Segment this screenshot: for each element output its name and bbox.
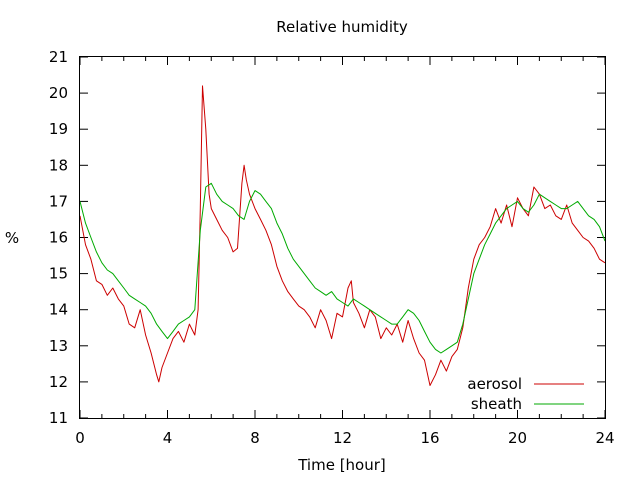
series-line-aerosol [79, 85, 606, 386]
series-layer [79, 85, 606, 386]
x-tick-label: 4 [163, 429, 173, 447]
y-tick-label: 13 [49, 337, 68, 355]
y-axis-label: % [5, 229, 19, 247]
x-tick-label: 0 [75, 429, 85, 447]
y-tick-label: 12 [49, 373, 68, 391]
y-tick-label: 17 [49, 192, 68, 210]
legend-label-aerosol: aerosol [467, 375, 522, 393]
x-tick-label: 24 [595, 429, 614, 447]
y-tick-label: 11 [49, 409, 68, 427]
tick-layer: 0 4 8 12 16 20 24 11 12 13 14 15 16 17 18 19 20 21 [49, 48, 615, 447]
chart-title: Relative humidity [276, 18, 408, 36]
legend-label-sheath: sheath [471, 395, 522, 413]
y-tick-label: 14 [49, 301, 68, 319]
y-tick-label: 19 [49, 120, 68, 138]
y-tick-label: 15 [49, 265, 68, 283]
y-tick-label: 18 [49, 156, 68, 174]
y-tick-label: 16 [49, 229, 68, 247]
x-tick-label: 8 [250, 429, 260, 447]
plot-frame [79, 56, 606, 419]
x-axis-label: Time [hour] [297, 456, 386, 474]
y-tick-label: 20 [49, 84, 68, 102]
y-tick-label: 21 [49, 48, 68, 66]
x-tick-label: 16 [420, 429, 439, 447]
x-tick-label: 12 [333, 429, 352, 447]
x-tick-label: 20 [508, 429, 527, 447]
series-line-sheath [79, 182, 606, 354]
legend: aerosol sheath [467, 375, 584, 413]
